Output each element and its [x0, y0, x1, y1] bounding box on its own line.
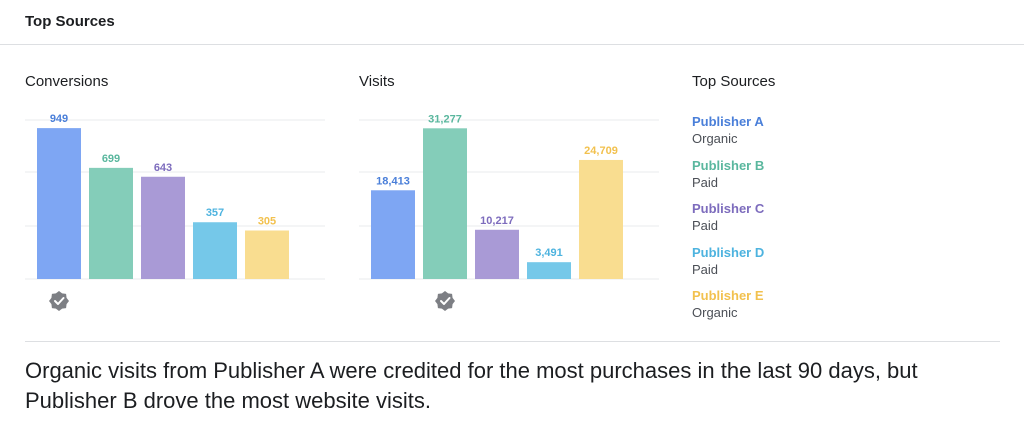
- legend-title: Top Sources: [692, 73, 776, 90]
- data-label: 357: [206, 207, 224, 219]
- legend-name: Publisher A: [692, 114, 764, 129]
- data-label: 643: [154, 162, 172, 174]
- legend-type: Paid: [692, 218, 719, 233]
- data-label: 24,709: [584, 145, 618, 157]
- legend-item-publisher-d: Publisher D Paid: [692, 244, 1012, 288]
- bar-publisher-b: [423, 128, 467, 279]
- legend-name: Publisher E: [692, 288, 764, 303]
- legend-name: Publisher D: [692, 244, 765, 260]
- legend-item-publisher-a: Publisher A Organic: [692, 113, 1012, 157]
- insight-caption: Organic visits from Publisher A were cre…: [25, 358, 918, 413]
- legend: Top Sources Publisher A Organic Publishe…: [692, 73, 1012, 331]
- legend-type: Organic: [692, 131, 738, 146]
- legend-item-publisher-b: Publisher B Paid: [692, 157, 1012, 201]
- visits-chart: 18,413 31,277 10,217 3,491 24,709: [359, 113, 659, 311]
- header-bar: Top Sources: [0, 0, 1024, 45]
- bar-publisher-e: [245, 230, 289, 279]
- page-title: Top Sources: [25, 13, 115, 30]
- verified-check-icon: [49, 291, 69, 311]
- verified-check-icon: [435, 291, 455, 311]
- bar-publisher-c: [475, 229, 519, 279]
- data-label: 3,491: [535, 247, 563, 259]
- bar-publisher-a: [371, 190, 415, 279]
- data-label: 31,277: [428, 113, 462, 125]
- data-label: 18,413: [376, 175, 410, 187]
- bar-publisher-d: [527, 262, 571, 279]
- legend-type: Paid: [692, 261, 719, 277]
- visits-chart-title: Visits: [359, 73, 395, 90]
- bar-publisher-b: [89, 167, 133, 279]
- legend-item-publisher-c: Publisher C Paid: [692, 200, 1012, 244]
- bar-publisher-c: [141, 176, 185, 279]
- legend-type: Paid: [692, 174, 719, 190]
- data-label: 699: [102, 153, 120, 165]
- data-label: 949: [50, 113, 68, 125]
- bar-publisher-d: [193, 222, 237, 279]
- divider: [25, 341, 1000, 342]
- bar-publisher-e: [579, 159, 623, 279]
- data-label: 10,217: [480, 215, 514, 227]
- conversions-chart-title: Conversions: [25, 73, 109, 90]
- legend-name: Publisher B: [692, 157, 765, 173]
- data-label: 305: [258, 216, 276, 228]
- legend-item-publisher-e: Publisher E Organic: [692, 287, 1012, 331]
- legend-name: Publisher C: [692, 201, 765, 216]
- bar-publisher-a: [37, 128, 81, 279]
- conversions-chart: 949 699 643 357 305: [25, 113, 325, 311]
- legend-type: Organic: [692, 305, 738, 320]
